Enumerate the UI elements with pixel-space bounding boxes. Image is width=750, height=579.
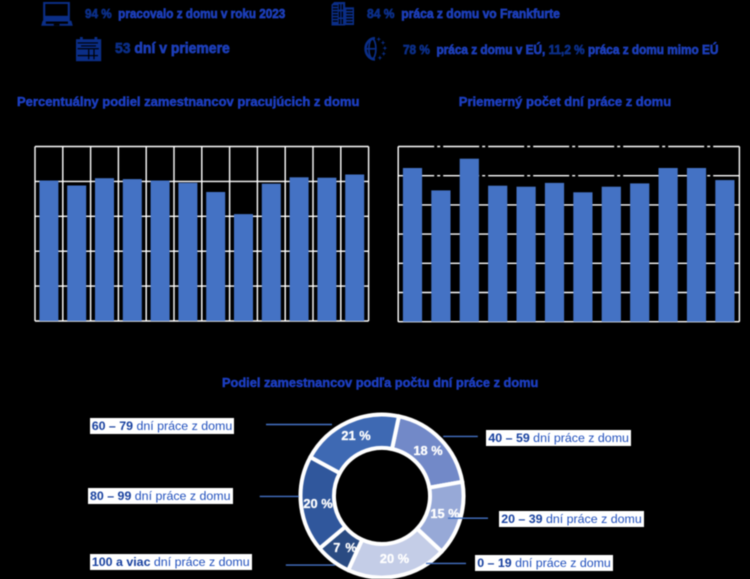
svg-text:7 %: 7 % [333, 540, 357, 555]
svg-text:20 %: 20 % [303, 496, 333, 511]
svg-text:15 %: 15 % [430, 506, 460, 521]
svg-text:20 %: 20 % [380, 551, 410, 566]
svg-text:21 %: 21 % [341, 428, 371, 443]
svg-text:18 %: 18 % [413, 443, 443, 458]
